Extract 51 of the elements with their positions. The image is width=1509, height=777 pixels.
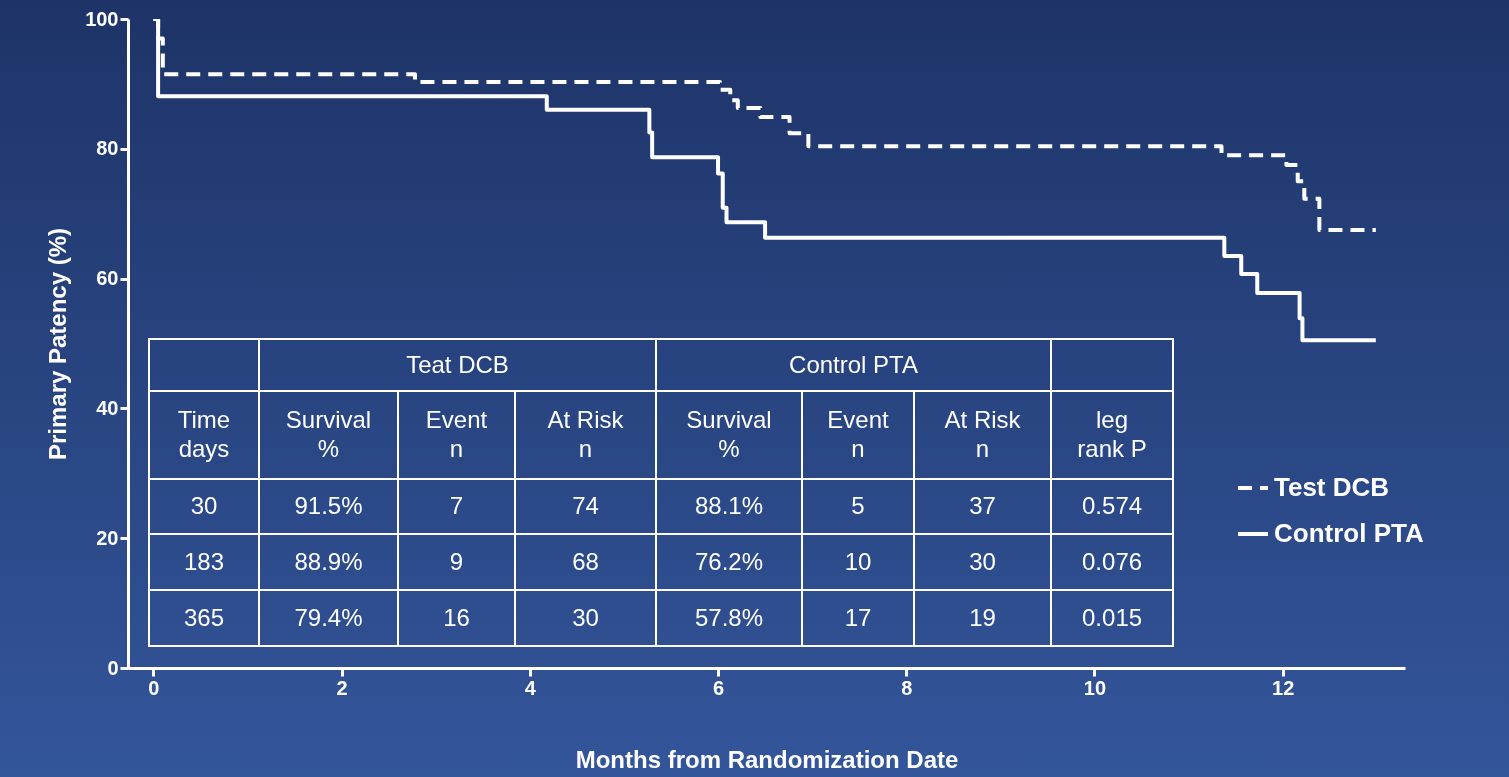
- y-tick-label: 0: [107, 656, 119, 679]
- y-tick-label: 60: [96, 267, 119, 290]
- annotation: At Risk n: [914, 391, 1052, 479]
- y-tick-label: 20: [96, 526, 119, 549]
- y-tick-label: 80: [96, 137, 119, 160]
- annotation: 183: [149, 534, 259, 590]
- annotation: 57.8%: [656, 590, 803, 646]
- annotation: 91.5%: [259, 479, 398, 534]
- annotation: Time days: [149, 391, 259, 479]
- annotation: 9: [398, 534, 515, 590]
- annotation: 0.076: [1051, 534, 1174, 590]
- y-tick-label: 100: [85, 7, 119, 30]
- x-tick-label: 12: [1272, 676, 1295, 699]
- annotation: 10: [802, 534, 915, 590]
- annotation: 30: [914, 534, 1052, 590]
- annotation: Event n: [802, 391, 915, 479]
- annotation: 88.9%: [259, 534, 398, 590]
- annotation: Control PTA: [656, 339, 1052, 391]
- annotation: 0.015: [1051, 590, 1174, 646]
- x-tick-label: 8: [901, 676, 913, 699]
- annotation: 0.574: [1051, 479, 1174, 534]
- annotation: 76.2%: [656, 534, 803, 590]
- annotation: leg rank P: [1051, 391, 1174, 479]
- y-axis-title: Primary Patency (%): [44, 227, 72, 461]
- annotation: 5: [802, 479, 915, 534]
- x-tick-label: 4: [524, 676, 537, 699]
- annotation: At Risk n: [515, 391, 657, 479]
- legend-label: Test DCB: [1274, 472, 1390, 502]
- annotation: 88.1%: [656, 479, 803, 534]
- annotation: Event n: [398, 391, 515, 479]
- annotation: 19: [914, 590, 1052, 646]
- annotation: 30: [515, 590, 657, 646]
- annotation: Survival %: [656, 391, 803, 479]
- annotation: 30: [149, 479, 259, 534]
- annotation: Survival %: [259, 391, 398, 479]
- legend-label: Control PTA: [1274, 518, 1424, 548]
- x-axis-title: Months from Randomization Date: [575, 745, 959, 773]
- annotation: 37: [914, 479, 1052, 534]
- annotation: 79.4%: [259, 590, 398, 646]
- annotation: 365: [149, 590, 259, 646]
- y-tick-label: 40: [96, 396, 119, 419]
- x-tick-label: 10: [1083, 676, 1107, 699]
- annotation: 17: [802, 590, 915, 646]
- annotation: 68: [515, 534, 657, 590]
- x-tick-label: 6: [712, 676, 725, 699]
- annotation: 16: [398, 590, 515, 646]
- x-tick-label: 2: [336, 676, 348, 699]
- annotation: Teat DCB: [259, 339, 657, 391]
- x-tick-label: 0: [148, 676, 160, 699]
- annotation: 7: [398, 479, 515, 534]
- annotation: 74: [515, 479, 657, 534]
